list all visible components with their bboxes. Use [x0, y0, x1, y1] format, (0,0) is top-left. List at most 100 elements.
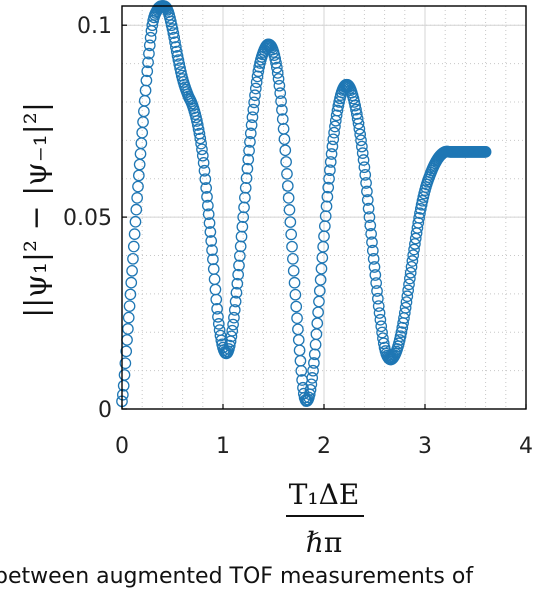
data-point	[288, 276, 301, 289]
data-point	[281, 180, 294, 192]
data-point	[281, 168, 293, 180]
data-point	[413, 212, 425, 224]
data-point	[349, 99, 361, 112]
data-point	[225, 330, 238, 343]
data-point	[199, 173, 212, 186]
data-point	[196, 149, 209, 162]
data-point	[372, 292, 384, 305]
data-point	[308, 357, 320, 369]
data-point	[132, 180, 144, 193]
data-point	[144, 31, 157, 44]
data-point	[244, 136, 256, 148]
data-point	[403, 272, 416, 285]
data-point	[249, 89, 261, 102]
data-point	[399, 301, 412, 314]
data-point	[167, 27, 180, 39]
data-point	[140, 74, 153, 87]
data-point	[287, 253, 299, 265]
data-point	[203, 217, 216, 229]
data-point	[327, 133, 340, 146]
data-point	[195, 137, 207, 150]
data-point	[170, 45, 183, 58]
data-point	[320, 200, 333, 213]
data-point	[232, 268, 244, 281]
x-tick-label: 4	[519, 434, 533, 459]
data-point	[408, 243, 420, 256]
data-point	[172, 54, 185, 66]
data-point	[353, 122, 366, 135]
data-point	[361, 194, 374, 206]
data-point	[323, 172, 335, 185]
data-point	[354, 128, 367, 141]
data-point	[314, 273, 327, 286]
data-point	[226, 324, 239, 337]
data-point	[403, 278, 415, 291]
data-point	[287, 264, 300, 277]
data-point	[249, 82, 262, 95]
data-point	[305, 378, 318, 391]
data-point	[129, 215, 142, 228]
data-point	[274, 87, 287, 99]
data-point	[290, 300, 303, 313]
data-point	[407, 249, 420, 262]
data-point	[291, 312, 303, 325]
data-point	[142, 56, 154, 69]
data-point	[280, 156, 292, 168]
data-point	[394, 330, 407, 343]
figure-caption: between augmented TOF measurements of	[0, 564, 474, 589]
data-point	[246, 111, 259, 124]
data-point	[120, 345, 133, 358]
x-axis-label-numerator: T₁ΔE	[289, 478, 360, 511]
data-point	[395, 326, 408, 338]
data-point	[279, 144, 292, 157]
data-point	[202, 208, 215, 221]
data-point	[315, 262, 328, 275]
data-point	[272, 73, 285, 85]
data-point	[328, 126, 340, 139]
data-point	[227, 318, 239, 331]
data-point	[229, 295, 242, 308]
data-point	[362, 202, 375, 215]
data-point	[143, 39, 156, 52]
data-point	[231, 277, 244, 290]
data-point	[376, 326, 388, 339]
data-point	[228, 311, 240, 324]
data-point	[228, 304, 241, 316]
data-point	[276, 104, 288, 116]
data-point	[210, 293, 223, 306]
data-point	[191, 119, 204, 131]
data-point	[325, 148, 338, 160]
data-point	[248, 96, 260, 109]
data-point	[284, 216, 297, 228]
y-axis-label: ||ψ₁|² − |ψ₋₁|²|	[19, 102, 54, 318]
data-point	[352, 117, 365, 130]
data-point	[192, 123, 205, 136]
data-point	[369, 269, 382, 281]
data-point	[355, 134, 367, 147]
data-point	[365, 228, 377, 240]
axis-ticks: 0 1 2 3 4 0 0.05 0.1	[63, 14, 533, 459]
x-tick-label: 2	[317, 434, 331, 459]
data-point	[202, 199, 214, 212]
x-tick-label: 0	[115, 434, 129, 459]
data-point	[128, 228, 141, 240]
data-point	[479, 145, 492, 158]
data-point	[191, 115, 203, 127]
data-point	[275, 95, 287, 108]
data-point	[124, 288, 137, 301]
data-point	[243, 144, 255, 157]
data-point	[211, 302, 223, 315]
data-point	[375, 320, 388, 333]
x-tick-label: 3	[418, 434, 432, 459]
y-tick-label: 0.05	[63, 206, 112, 231]
data-point	[282, 192, 295, 204]
y-tick-label: 0	[98, 398, 112, 423]
data-point	[273, 79, 286, 92]
data-point	[374, 313, 387, 326]
data-point	[324, 156, 337, 168]
data-point	[204, 226, 217, 238]
data-point	[205, 235, 218, 247]
data-point	[271, 61, 283, 74]
data-point	[414, 207, 426, 220]
